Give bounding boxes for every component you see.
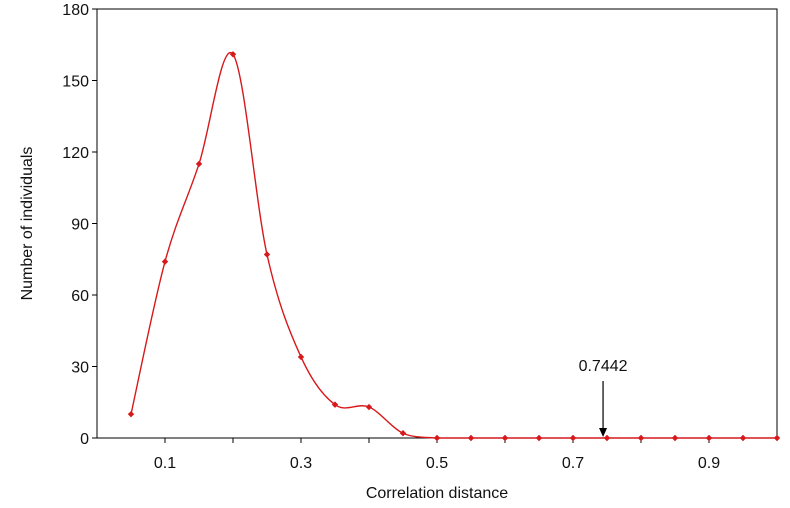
data-point xyxy=(161,258,169,265)
annotation-label: 0.7442 xyxy=(579,358,628,375)
annotation-arrow-head xyxy=(599,428,608,437)
data-point xyxy=(331,401,339,408)
data-point xyxy=(671,434,679,442)
y-axis: 0 30 60 90 120 150 180 xyxy=(62,2,97,448)
data-point xyxy=(467,434,475,442)
data-point xyxy=(365,403,373,411)
x-tick-label: 0.9 xyxy=(698,455,720,472)
x-axis: 0.1 0.3 0.5 0.7 0.9 xyxy=(154,438,720,472)
y-axis-title: Number of individuals xyxy=(19,147,36,301)
data-point xyxy=(603,434,611,442)
x-tick-label: 0.1 xyxy=(154,455,176,472)
data-point xyxy=(705,434,713,442)
data-point xyxy=(195,160,203,168)
plot-area xyxy=(96,8,778,439)
x-tick-label: 0.3 xyxy=(290,455,312,472)
x-tick-label: 0.5 xyxy=(426,455,448,472)
y-tick-label: 180 xyxy=(62,2,89,19)
y-tick-label: 60 xyxy=(71,288,89,305)
x-tick-label: 0.7 xyxy=(562,455,584,472)
data-point xyxy=(739,434,747,442)
data-point xyxy=(127,410,135,418)
data-point xyxy=(637,434,645,442)
data-point xyxy=(399,430,407,437)
y-tick-label: 90 xyxy=(71,217,89,234)
data-point xyxy=(229,51,237,58)
y-tick-label: 150 xyxy=(62,74,89,91)
y-tick-label: 0 xyxy=(80,431,89,448)
data-point xyxy=(773,434,781,442)
data-point xyxy=(535,434,543,442)
data-point xyxy=(501,434,509,442)
x-axis-title: Correlation distance xyxy=(366,485,508,502)
data-point xyxy=(297,353,305,361)
data-point xyxy=(263,251,271,258)
annotation: 0.7442 xyxy=(579,358,628,437)
series-points xyxy=(127,51,781,442)
y-tick-label: 120 xyxy=(62,145,89,162)
series-line xyxy=(130,51,777,439)
data-point xyxy=(569,434,577,442)
y-tick-label: 30 xyxy=(71,360,89,377)
data-point xyxy=(433,434,441,442)
